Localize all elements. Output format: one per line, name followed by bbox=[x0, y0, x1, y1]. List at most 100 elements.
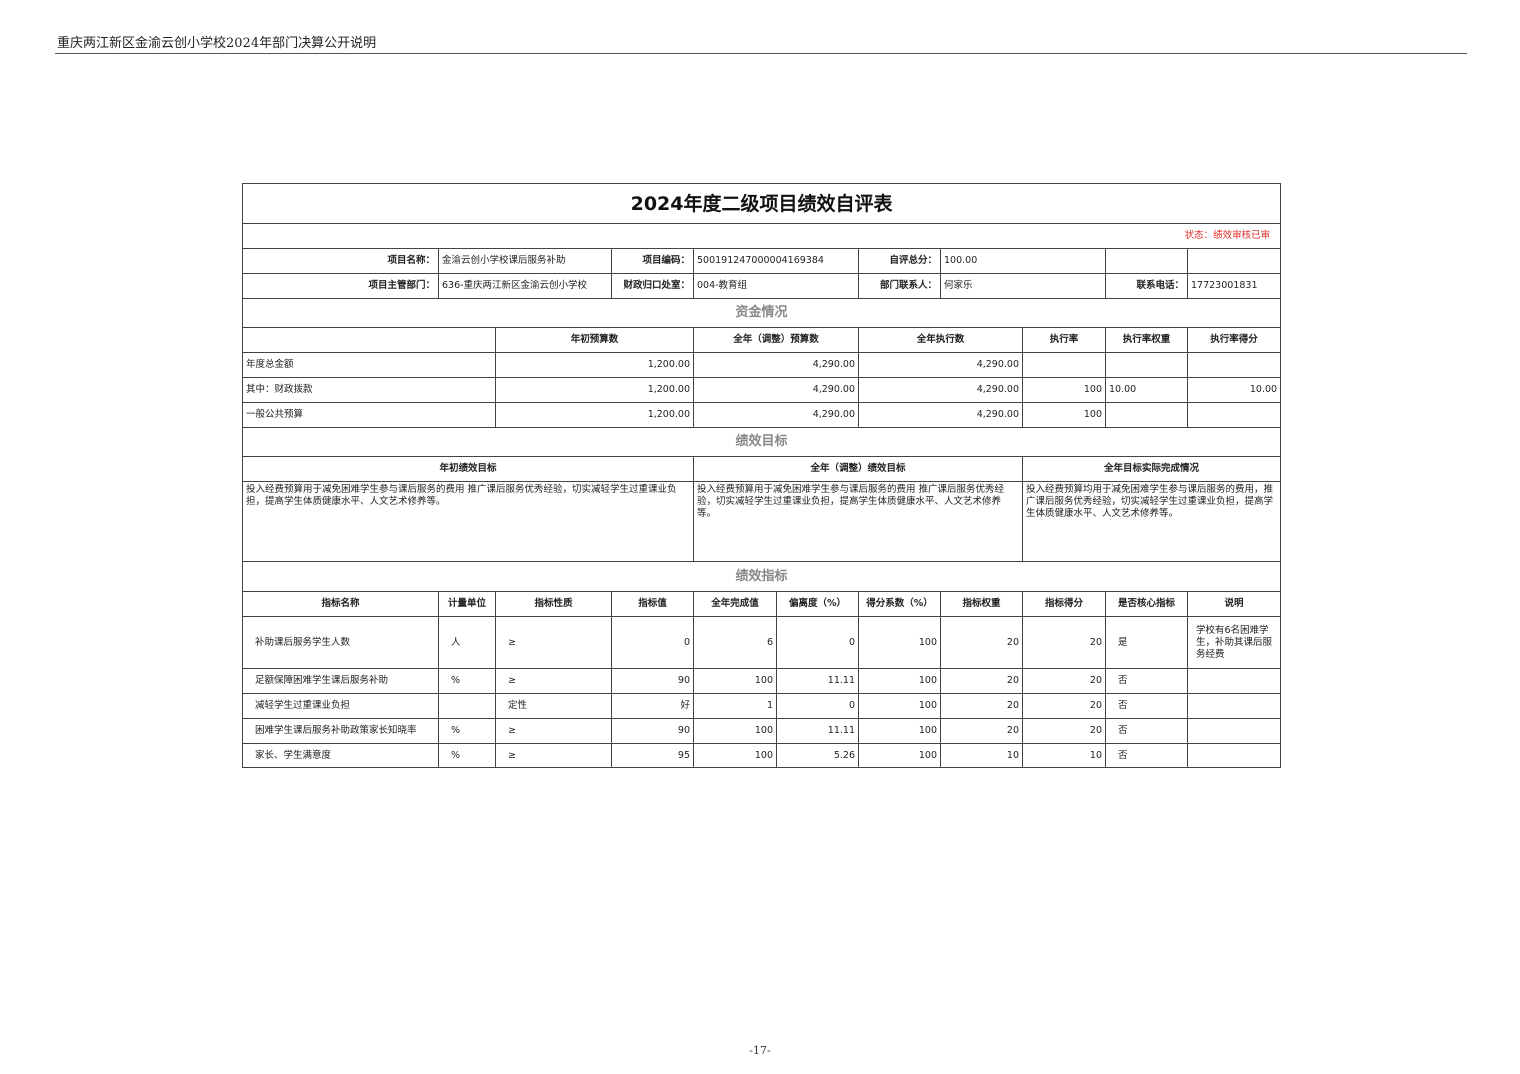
funds-cell: 4,290.00 bbox=[693, 352, 859, 378]
indicator-row: 困难学生课后服务补助政策家长知晓率% ≥90 100 11.11 100 20 20 否 bbox=[242, 718, 1282, 744]
funds-row: 一般公共预算 1,200.00 4,290.00 4,290.00 100 bbox=[242, 402, 1282, 428]
funds-cell: 1,200.00 bbox=[495, 352, 694, 378]
indicator-cell: ≥ bbox=[495, 718, 612, 744]
indicator-cell: 减轻学生过重课业负担 bbox=[242, 693, 439, 719]
indicator-cell: 90 bbox=[611, 718, 694, 744]
indicator-cell: 人 bbox=[438, 616, 496, 669]
phone-label: 联系电话： bbox=[1105, 273, 1188, 299]
funds-cell: 100 bbox=[1022, 377, 1106, 403]
indicator-cell: 100 bbox=[858, 693, 941, 719]
empty-cell bbox=[1105, 248, 1188, 274]
funds-cell: 4,290.00 bbox=[693, 402, 859, 428]
indicator-cell: 0 bbox=[611, 616, 694, 669]
funds-cell: 一般公共预算 bbox=[242, 402, 496, 428]
funds-header-cell: 执行率 bbox=[1022, 327, 1106, 353]
dept: 636-重庆两江新区金渝云创小学校 bbox=[438, 273, 612, 299]
indicator-header-cell: 偏离度（%） bbox=[776, 591, 859, 617]
indicator-header-cell: 指标得分 bbox=[1022, 591, 1106, 617]
indicator-cell: 11.11 bbox=[776, 718, 859, 744]
header-rule bbox=[55, 53, 1467, 54]
indicator-cell: 0 bbox=[776, 693, 859, 719]
funds-header-cell: 执行率权重 bbox=[1105, 327, 1188, 353]
indicator-cell: 学校有6名困难学生，补助其课后服务经费 bbox=[1186, 616, 1282, 669]
funds-cell bbox=[1186, 402, 1282, 428]
funds-cell bbox=[1105, 352, 1188, 378]
indicator-cell: 20 bbox=[1022, 718, 1106, 744]
indicator-cell: 20 bbox=[1022, 668, 1106, 694]
indicator-cell: 10 bbox=[1022, 743, 1106, 768]
indicator-cell: 100 bbox=[858, 668, 941, 694]
indicator-cell: 困难学生课后服务补助政策家长知晓率 bbox=[242, 718, 439, 744]
indicator-cell bbox=[1186, 718, 1282, 744]
indicator-header-cell: 指标权重 bbox=[940, 591, 1023, 617]
status-label: 状态：绩效审核已审 bbox=[241, 223, 1282, 249]
phone: 17723001831 bbox=[1186, 273, 1282, 299]
indicator-cell: 100 bbox=[693, 718, 777, 744]
indicator-cell: % bbox=[438, 743, 496, 768]
goal-adjusted-text: 投入经费预算用于减免困难学生参与课后服务的费用 推广课后服务优秀经验，切实减轻学… bbox=[693, 481, 1023, 562]
indicator-cell: 20 bbox=[1022, 693, 1106, 719]
goal-actual-text: 投入经费预算均用于减免困难学生参与课后服务的费用，推广课后服务优秀经验，切实减轻… bbox=[1021, 481, 1282, 562]
indicator-header-cell: 说明 bbox=[1186, 591, 1282, 617]
indicator-header-cell: 指标性质 bbox=[495, 591, 612, 617]
project-code-label: 项目编码： bbox=[611, 248, 694, 274]
funds-cell bbox=[1186, 352, 1282, 378]
indicator-cell: 100 bbox=[693, 668, 777, 694]
indicator-header-cell: 指标值 bbox=[611, 591, 694, 617]
indicator-cell: 是 bbox=[1105, 616, 1188, 669]
indicator-cell: 11.11 bbox=[776, 668, 859, 694]
indicator-cell: 100 bbox=[858, 718, 941, 744]
goals-header-adjusted: 全年（调整）绩效目标 bbox=[693, 456, 1023, 482]
goals-header-actual: 全年目标实际完成情况 bbox=[1021, 456, 1282, 482]
finance-office-label: 财政归口处室： bbox=[611, 273, 694, 299]
funds-section-title: 资金情况 bbox=[241, 298, 1282, 328]
funds-cell: 1,200.00 bbox=[495, 377, 694, 403]
project-name-label: 项目名称： bbox=[242, 248, 439, 274]
funds-cell: 1,200.00 bbox=[495, 402, 694, 428]
indicator-cell: 足额保障困难学生课后服务补助 bbox=[242, 668, 439, 694]
indicators-section-title: 绩效指标 bbox=[241, 561, 1282, 592]
funds-row: 其中：财政拨款 1,200.00 4,290.00 4,290.00 100 10.00 1… bbox=[242, 377, 1282, 403]
indicator-cell: ≥ bbox=[495, 743, 612, 768]
indicator-cell: 95 bbox=[611, 743, 694, 768]
indicator-cell: ≥ bbox=[495, 668, 612, 694]
indicator-cell: 否 bbox=[1105, 668, 1188, 694]
indicator-header-cell: 全年完成值 bbox=[693, 591, 777, 617]
indicator-cell: 补助课后服务学生人数 bbox=[242, 616, 439, 669]
funds-header-cell: 全年（调整）预算数 bbox=[693, 327, 859, 353]
contact: 何家乐 bbox=[940, 273, 1106, 299]
indicator-cell: 5.26 bbox=[776, 743, 859, 768]
funds-cell bbox=[1105, 402, 1188, 428]
indicator-cell: 20 bbox=[940, 668, 1023, 694]
indicator-cell bbox=[1186, 743, 1282, 768]
indicator-cell: 20 bbox=[940, 718, 1023, 744]
funds-header-row: 年初预算数 全年（调整）预算数 全年执行数 执行率 执行率权重 执行率得分 bbox=[242, 327, 1282, 353]
indicator-row: 减轻学生过重课业负担 定性好 1 0 100 20 20 否 bbox=[242, 693, 1282, 719]
indicator-cell: 家长、学生满意度 bbox=[242, 743, 439, 768]
funds-cell: 4,290.00 bbox=[858, 402, 1023, 428]
funds-cell: 10.00 bbox=[1186, 377, 1282, 403]
indicator-cell: 0 bbox=[776, 616, 859, 669]
indicator-row: 家长、学生满意度% ≥95 100 5.26 100 10 10 否 bbox=[242, 743, 1282, 768]
funds-header-cell: 执行率得分 bbox=[1186, 327, 1282, 353]
indicator-row: 补助课后服务学生人数人 ≥0 6 0 100 20 20 是学校有6名困难学生，补助其课后服务… bbox=[242, 616, 1282, 669]
project-code: 500191247000004169384 bbox=[693, 248, 859, 274]
funds-cell: 4,290.00 bbox=[858, 352, 1023, 378]
goal-initial-text: 投入经费预算用于减免困难学生参与课后服务的费用 推广课后服务优秀经验，切实减轻学… bbox=[242, 481, 694, 562]
indicator-cell: % bbox=[438, 718, 496, 744]
total-score: 100.00 bbox=[940, 248, 1106, 274]
funds-header-cell: 全年执行数 bbox=[858, 327, 1023, 353]
indicator-cell: 100 bbox=[693, 743, 777, 768]
indicator-cell: 定性 bbox=[495, 693, 612, 719]
indicator-cell: 20 bbox=[940, 693, 1023, 719]
indicators-header-row: 指标名称 计量单位 指标性质 指标值 全年完成值 偏离度（%） 得分系数（%） 指标权重 指标得… bbox=[242, 591, 1282, 617]
total-score-label: 自评总分： bbox=[858, 248, 941, 274]
indicator-row: 足额保障困难学生课后服务补助% ≥90 100 11.11 100 20 20 否 bbox=[242, 668, 1282, 694]
contact-label: 部门联系人： bbox=[858, 273, 941, 299]
indicator-cell bbox=[1186, 693, 1282, 719]
document-header: 重庆两江新区金渝云创小学校2024年部门决算公开说明 bbox=[57, 36, 377, 51]
funds-cell: 4,290.00 bbox=[693, 377, 859, 403]
indicator-cell: 20 bbox=[940, 616, 1023, 669]
indicator-cell: % bbox=[438, 668, 496, 694]
funds-header-cell bbox=[242, 327, 496, 353]
